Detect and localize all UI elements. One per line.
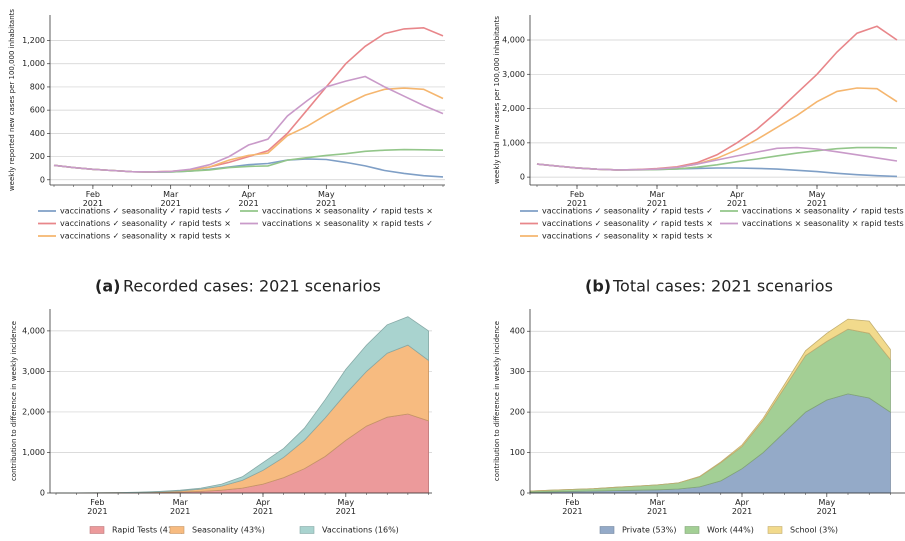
- series-line: [53, 87, 444, 173]
- legend-label: Seasonality (43%): [192, 526, 265, 535]
- y-tick-label: 0: [520, 173, 525, 182]
- x-tick-label: May 2021: [806, 190, 828, 208]
- y-tick-label: 0: [40, 175, 45, 184]
- y-tick-label: 400: [510, 327, 525, 336]
- x-tick-label-box: Feb 2021: [87, 498, 108, 516]
- y-tick-label: 300: [510, 367, 525, 376]
- legend-label: Rapid Tests (41%): [112, 526, 184, 535]
- legend-label: vaccinations ✓ seasonality ✓ rapid tests…: [60, 207, 231, 216]
- x-tick-label: May 2021: [816, 498, 837, 516]
- x-tick-label: May 2021: [335, 498, 356, 516]
- x-tick-label: Apr 2021: [731, 498, 753, 516]
- series-line: [53, 75, 444, 173]
- x-tick-label: Feb 2021: [82, 190, 104, 208]
- x-tick-label-box: Feb 2021: [82, 190, 104, 208]
- y-tick-label: 0: [40, 489, 45, 498]
- x-tick-label: Mar 2021: [646, 190, 668, 208]
- caption: Total cases: 2021 scenarios: [612, 277, 833, 296]
- x-tick-label-box: Feb 2021: [562, 498, 583, 516]
- y-axis-label: weekly reported new cases per 100,000 in…: [8, 9, 16, 191]
- y-tick-label: 800: [30, 82, 45, 91]
- y-tick-label: 1,000: [22, 448, 45, 457]
- legend-label: vaccinations ✓ seasonality ✓ rapid tests…: [542, 219, 713, 228]
- caption: Recorded cases: 2021 scenarios: [123, 277, 381, 296]
- y-tick-label: 3,000: [502, 70, 525, 79]
- x-tick-label-box: Mar 2021: [170, 498, 191, 516]
- x-tick-label: Apr 2021: [238, 190, 259, 208]
- legend-label: vaccinations ✓ seasonality × rapid tests…: [542, 232, 713, 241]
- x-tick-label-box: Apr 2021: [726, 190, 748, 208]
- x-tick-label-box: May 2021: [806, 190, 828, 208]
- legend-swatch: [89, 526, 105, 534]
- area: [55, 316, 429, 494]
- x-tick-label: Feb 2021: [87, 498, 108, 516]
- x-tick-label-box: May 2021: [316, 190, 337, 208]
- y-tick-label: 200: [30, 152, 45, 161]
- x-tick-label: Mar 2021: [160, 190, 181, 208]
- x-tick-label-box: Apr 2021: [252, 498, 274, 516]
- caption-label: (a): [95, 277, 120, 296]
- legend-label: vaccinations ✓ seasonality × rapid tests…: [60, 232, 231, 241]
- legend-swatch: [684, 526, 700, 534]
- legend-swatch: [599, 526, 615, 534]
- legend-label: vaccinations × seasonality ✓ rapid tests…: [742, 207, 905, 216]
- y-axis-label: contribution to difference in weekly inc…: [493, 321, 501, 481]
- y-axis-label: contribution to difference in weekly inc…: [10, 321, 18, 481]
- legend-label: vaccinations × seasonality ✓ rapid tests…: [262, 207, 433, 216]
- legend-swatch: [169, 526, 185, 534]
- y-tick-label: 1,000: [502, 138, 525, 147]
- x-tick-label-box: Mar 2021: [160, 190, 181, 208]
- y-tick-label: 2,000: [502, 104, 525, 113]
- legend-label: Vaccinations (16%): [322, 526, 399, 535]
- x-tick-label-box: May 2021: [816, 498, 837, 516]
- legend-label: School (3%): [790, 526, 838, 535]
- series-line: [536, 146, 898, 171]
- y-tick-label: 100: [510, 448, 525, 457]
- x-tick-label: Apr 2021: [252, 498, 274, 516]
- y-tick-label: 4,000: [22, 326, 45, 335]
- y-tick-label: 400: [30, 129, 45, 138]
- legend-label: Private (53%): [622, 526, 676, 535]
- x-tick-label: Mar 2021: [170, 498, 191, 516]
- caption-label: (b): [585, 277, 611, 296]
- y-tick-label: 2,000: [22, 407, 45, 416]
- legend-swatch: [767, 526, 783, 534]
- area: [529, 318, 891, 492]
- x-tick-label: Feb 2021: [566, 190, 588, 208]
- series-line: [536, 163, 898, 178]
- x-tick-label: Mar 2021: [647, 498, 668, 516]
- y-tick-label: 1,000: [22, 59, 45, 68]
- y-tick-label: 200: [510, 408, 525, 417]
- y-axis-label: weekly total new cases per 100,000 inhab…: [493, 16, 501, 184]
- x-tick-label: May 2021: [316, 190, 337, 208]
- y-tick-label: 1,200: [22, 36, 45, 45]
- legend-label: Work (44%): [707, 526, 754, 535]
- y-tick-label: 4,000: [502, 36, 525, 45]
- x-tick-label: Feb 2021: [562, 498, 583, 516]
- legend-label: vaccinations × seasonality × rapid tests…: [742, 219, 905, 228]
- legend-swatch: [299, 526, 315, 534]
- y-tick-label: 600: [30, 106, 45, 115]
- x-tick-label-box: Apr 2021: [238, 190, 259, 208]
- series-line: [53, 158, 444, 178]
- series-line: [53, 148, 444, 173]
- x-tick-label-box: Mar 2021: [646, 190, 668, 208]
- x-tick-label: Apr 2021: [726, 190, 748, 208]
- legend-label: vaccinations ✓ seasonality ✓ rapid tests…: [60, 219, 231, 228]
- x-tick-label-box: Feb 2021: [566, 190, 588, 208]
- x-tick-label-box: May 2021: [335, 498, 356, 516]
- x-tick-label-box: Apr 2021: [731, 498, 753, 516]
- y-tick-label: 0: [520, 489, 525, 498]
- series-line: [536, 87, 898, 171]
- x-tick-label-box: Mar 2021: [647, 498, 668, 516]
- legend-label: vaccinations ✓ seasonality ✓ rapid tests…: [542, 207, 713, 216]
- y-tick-label: 3,000: [22, 367, 45, 376]
- legend-label: vaccinations × seasonality × rapid tests…: [262, 219, 433, 228]
